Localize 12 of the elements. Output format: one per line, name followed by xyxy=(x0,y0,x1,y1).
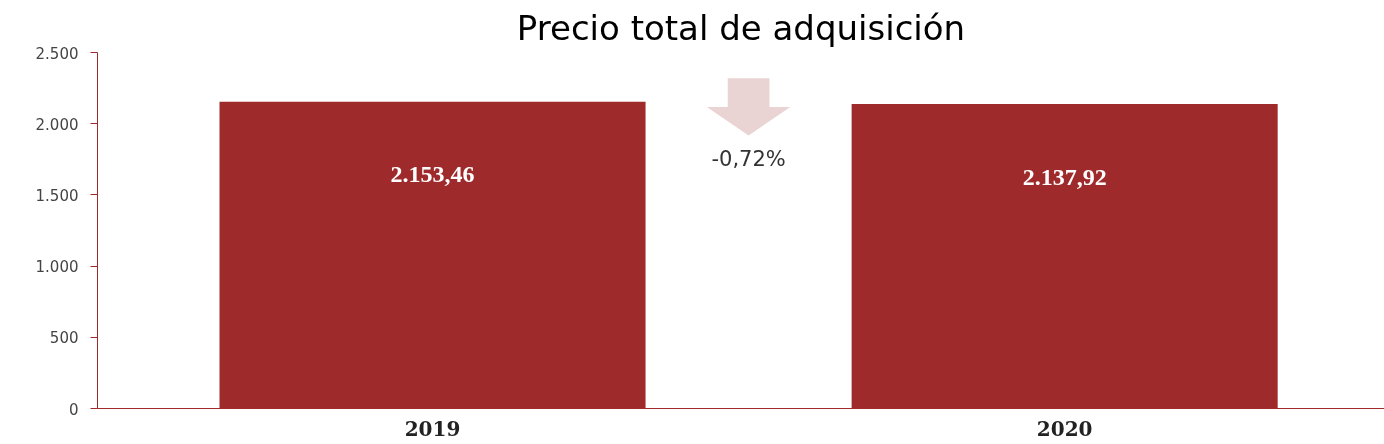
y-tick-label: 1.000 xyxy=(35,258,79,277)
x-tick-label: 2019 xyxy=(404,416,461,441)
y-tick-label: 0 xyxy=(68,400,79,419)
y-tick-label: 2.500 xyxy=(35,44,79,63)
y-tick-label: 1.500 xyxy=(35,186,79,205)
data-label: 2.153,46 xyxy=(390,161,475,188)
y-tick-label: 500 xyxy=(49,329,79,348)
annotation: -0,72% xyxy=(711,147,786,172)
y-tick-label: 2.000 xyxy=(35,115,79,134)
chart-title: Precio total de adquisición xyxy=(516,7,966,48)
data-label: 2.137,92 xyxy=(1022,163,1107,190)
x-tick-label: 2020 xyxy=(1036,416,1093,441)
